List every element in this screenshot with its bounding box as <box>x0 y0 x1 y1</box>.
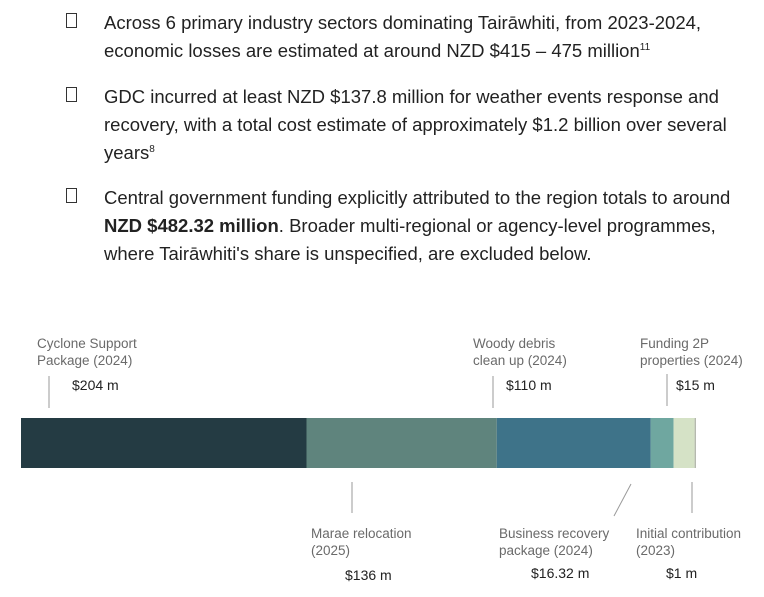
leader-line <box>613 483 632 517</box>
segment-value-label: $110 m <box>506 377 552 393</box>
bullet-marker-icon <box>66 188 77 203</box>
segment-value-label: $1 m <box>666 565 697 581</box>
segment-value-label: $136 m <box>345 567 392 583</box>
segment-label: package (2024) <box>499 543 593 558</box>
segment-value-label: $15 m <box>676 377 715 393</box>
segment-label: (2023) <box>636 543 675 558</box>
bar-segment <box>673 418 695 468</box>
bar-segment <box>21 418 307 468</box>
segment-label: properties (2024) <box>640 353 743 368</box>
segment-value-label: $204 m <box>72 377 119 393</box>
segment-label: clean up (2024) <box>473 353 567 368</box>
segment-value-label: $16.32 m <box>531 565 589 581</box>
segment-label: (2025) <box>311 543 350 558</box>
bar-segment <box>306 418 497 468</box>
segment-label: Woody debris <box>473 336 556 351</box>
segment-label: Funding 2P <box>640 336 709 351</box>
bar-segment <box>650 418 674 468</box>
bullet-text: GDC incurred at least NZD $137.8 million… <box>104 86 727 163</box>
segment-label: Business recovery <box>499 526 610 541</box>
segment-label: Package (2024) <box>37 353 132 368</box>
segment-label: Cyclone Support <box>37 336 137 351</box>
bullet-marker-icon <box>66 87 77 102</box>
bullet-text: Across 6 primary industry sectors domina… <box>104 12 702 61</box>
bullet-text: Central government funding explicitly at… <box>104 187 731 264</box>
bar-segment <box>496 418 651 468</box>
segment-label: Initial contribution <box>636 526 741 541</box>
bullet-marker-icon <box>66 13 77 28</box>
bar-segment <box>694 418 696 468</box>
segment-label: Marae relocation <box>311 526 412 541</box>
